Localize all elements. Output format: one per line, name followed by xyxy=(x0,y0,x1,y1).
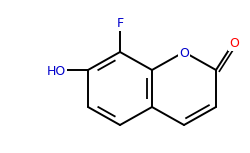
Text: O: O xyxy=(228,37,238,50)
Text: F: F xyxy=(116,17,123,30)
Text: O: O xyxy=(178,47,188,60)
Text: HO: HO xyxy=(46,65,65,78)
